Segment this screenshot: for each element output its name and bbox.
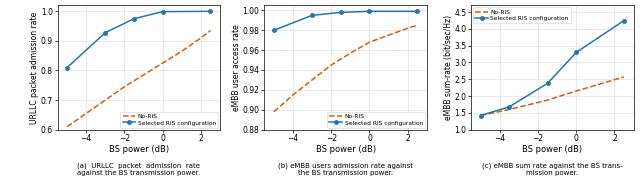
No-RIS xyxy=(413,24,421,26)
Selected RIS configuration xyxy=(413,10,421,12)
Text: (a)  URLLC  packet  admission  rate
against the BS transmission power.: (a) URLLC packet admission rate against … xyxy=(77,162,200,176)
Selected RIS configuration xyxy=(308,14,316,16)
Y-axis label: eMBB user access rate: eMBB user access rate xyxy=(232,24,241,111)
No-RIS xyxy=(197,37,205,39)
No-RIS xyxy=(178,50,186,52)
No-RIS xyxy=(120,86,128,88)
Selected RIS configuration xyxy=(270,29,278,31)
No-RIS xyxy=(572,90,580,92)
No-RIS xyxy=(308,79,316,81)
Legend: No-RIS, Selected RIS configuration: No-RIS, Selected RIS configuration xyxy=(120,112,218,128)
Selected RIS configuration xyxy=(506,106,513,108)
Line: Selected RIS configuration: Selected RIS configuration xyxy=(479,18,626,118)
Selected RIS configuration xyxy=(365,10,373,12)
Selected RIS configuration xyxy=(544,82,552,84)
Text: (c) eMBB sum rate against the BS trans-
mission power.: (c) eMBB sum rate against the BS trans- … xyxy=(482,162,623,176)
Legend: No-RIS, Selected RIS configuration: No-RIS, Selected RIS configuration xyxy=(473,7,571,23)
No-RIS xyxy=(404,27,412,29)
No-RIS xyxy=(159,62,166,64)
X-axis label: BS power (dB): BS power (dB) xyxy=(316,145,376,154)
X-axis label: BS power (dB): BS power (dB) xyxy=(109,145,169,154)
No-RIS xyxy=(289,94,297,96)
Selected RIS configuration xyxy=(477,114,484,117)
Selected RIS configuration xyxy=(572,51,580,53)
No-RIS xyxy=(63,126,71,128)
No-RIS xyxy=(328,64,335,66)
Text: (b) eMBB users admission rate against
the BS transmission power.: (b) eMBB users admission rate against th… xyxy=(278,162,413,176)
Selected RIS configuration xyxy=(130,18,138,20)
No-RIS xyxy=(506,108,513,111)
No-RIS xyxy=(140,74,147,76)
Selected RIS configuration xyxy=(620,19,628,22)
Selected RIS configuration xyxy=(159,10,166,13)
No-RIS xyxy=(346,52,354,54)
Selected RIS configuration xyxy=(337,11,345,14)
No-RIS xyxy=(620,76,628,78)
No-RIS xyxy=(83,112,90,114)
Line: No-RIS: No-RIS xyxy=(274,25,417,112)
Selected RIS configuration xyxy=(207,10,214,12)
No-RIS xyxy=(270,111,278,113)
No-RIS xyxy=(365,41,373,43)
No-RIS xyxy=(477,114,484,117)
No-RIS xyxy=(544,99,552,101)
Selected RIS configuration xyxy=(63,66,71,69)
Selected RIS configuration xyxy=(102,31,109,34)
No-RIS xyxy=(207,30,214,32)
Legend: No-RIS, Selected RIS configuration: No-RIS, Selected RIS configuration xyxy=(327,112,425,128)
Y-axis label: URLLC packet admission rate: URLLC packet admission rate xyxy=(30,11,39,124)
No-RIS xyxy=(385,34,392,36)
X-axis label: BS power (dB): BS power (dB) xyxy=(522,145,582,154)
No-RIS xyxy=(102,99,109,101)
Line: Selected RIS configuration: Selected RIS configuration xyxy=(272,9,419,32)
Line: No-RIS: No-RIS xyxy=(481,77,624,116)
Line: Selected RIS configuration: Selected RIS configuration xyxy=(65,9,212,70)
Y-axis label: eMBB sum-rate (bit/sec/Hz): eMBB sum-rate (bit/sec/Hz) xyxy=(444,15,453,120)
Line: No-RIS: No-RIS xyxy=(67,31,211,127)
